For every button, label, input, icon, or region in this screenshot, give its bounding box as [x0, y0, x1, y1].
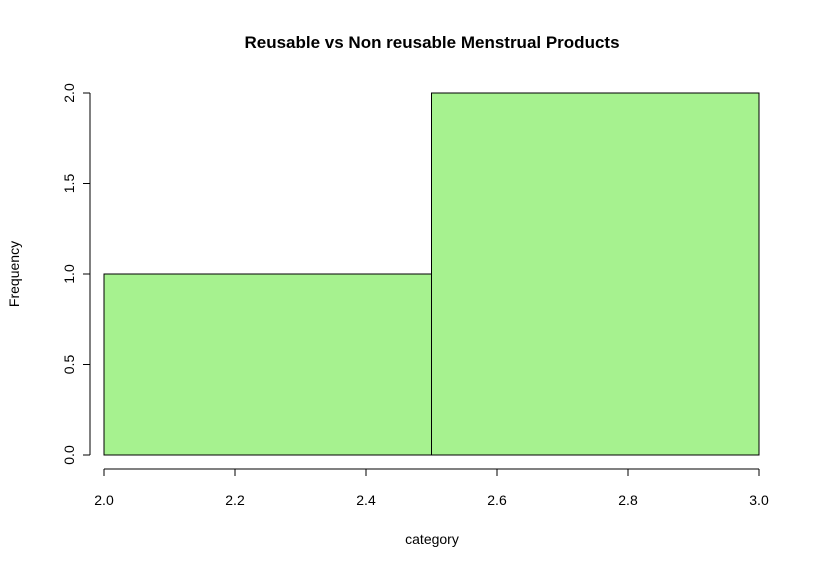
- histogram-bar-2: [431, 92, 760, 456]
- y-axis-label: Frequency: [6, 241, 22, 307]
- x-axis-label: category: [405, 531, 459, 547]
- x-tick-label: 2.4: [356, 492, 376, 508]
- x-tick-label: 2.0: [94, 492, 114, 508]
- y-tick-label: 2.0: [61, 83, 77, 103]
- y-tick-label: 0.5: [61, 355, 77, 375]
- chart-title: Reusable vs Non reusable Menstrual Produ…: [244, 33, 619, 52]
- bars-layer: [103, 92, 760, 456]
- y-tick-label: 0.0: [61, 445, 77, 465]
- histogram-bar-1: [103, 273, 432, 456]
- x-tick-label: 3.0: [749, 492, 769, 508]
- y-tick-label: 1.5: [61, 174, 77, 194]
- x-tick-label: 2.6: [487, 492, 507, 508]
- x-axis: 2.0 2.2 2.4 2.6 2.8 3.0: [94, 468, 769, 508]
- y-tick-label: 1.0: [61, 264, 77, 284]
- x-tick-label: 2.8: [618, 492, 638, 508]
- y-axis: 0.0 0.5 1.0 1.5 2.0: [61, 83, 91, 465]
- x-tick-label: 2.2: [225, 492, 245, 508]
